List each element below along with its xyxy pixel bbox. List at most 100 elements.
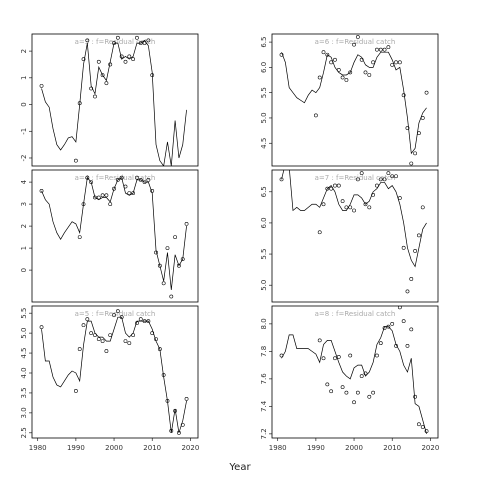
point: [96, 59, 101, 64]
point: [165, 246, 170, 251]
point: [355, 177, 360, 182]
point: [390, 321, 395, 326]
y-tick-label: 8.0: [260, 318, 268, 329]
panel: [271, 305, 439, 439]
point: [127, 341, 132, 345]
y-tick-label: 0: [20, 102, 28, 106]
plot-area: [39, 35, 187, 166]
point: [100, 193, 105, 198]
point: [39, 325, 44, 330]
fitted-line: [281, 170, 427, 268]
point: [371, 390, 376, 395]
point: [378, 47, 383, 52]
point: [73, 158, 78, 163]
point: [367, 73, 372, 77]
point: [93, 94, 97, 99]
point: [313, 113, 318, 118]
point: [115, 177, 120, 182]
fitted-line: [41, 316, 187, 433]
point: [409, 277, 414, 281]
point: [119, 175, 124, 180]
point: [115, 309, 120, 314]
point: [81, 57, 86, 62]
point: [177, 263, 181, 268]
y-tick-label: 5.0: [260, 112, 268, 123]
point: [394, 174, 398, 179]
point: [100, 73, 105, 78]
point: [355, 390, 360, 395]
point: [123, 339, 128, 343]
point: [85, 38, 90, 43]
point: [348, 70, 353, 75]
point: [352, 400, 356, 405]
point: [77, 347, 82, 351]
x-tick-label: 1980: [29, 444, 47, 452]
point: [317, 338, 322, 343]
x-tick-label: 1990: [67, 444, 85, 452]
point: [424, 90, 429, 95]
point: [104, 349, 109, 353]
point: [378, 341, 383, 346]
y-tick-label: 4.5: [260, 138, 268, 149]
y-tick-label: 6.0: [260, 62, 268, 73]
y-tick-label: 4.5: [20, 347, 28, 358]
point: [123, 59, 128, 64]
point: [161, 281, 166, 286]
point: [321, 202, 326, 207]
point: [375, 353, 379, 358]
y-tick-label: 7.4: [260, 400, 268, 412]
point: [417, 422, 421, 427]
y-tick-label: 6.5: [260, 186, 268, 197]
point: [127, 191, 132, 196]
point: [89, 331, 94, 336]
point: [413, 151, 418, 156]
point: [348, 353, 353, 358]
plot-area: [279, 306, 429, 434]
point: [100, 339, 105, 343]
panel: [271, 33, 439, 167]
point: [409, 161, 414, 166]
strip-label: a=6 : f=Residual catch: [315, 38, 396, 46]
point: [39, 188, 44, 193]
point: [409, 327, 414, 332]
point: [405, 126, 410, 130]
point: [96, 337, 101, 341]
fitted-line: [281, 326, 427, 434]
point: [81, 323, 86, 328]
y-tick-label: 7.2: [260, 428, 268, 439]
point: [184, 221, 189, 226]
point: [382, 47, 387, 52]
point: [89, 180, 94, 185]
y-tick-label: 2: [20, 49, 28, 53]
y-tick-label: -1: [20, 128, 28, 135]
point: [104, 193, 109, 198]
y-tick-label: 3.5: [20, 387, 28, 398]
point: [157, 263, 162, 268]
point: [390, 174, 395, 179]
y-tick-label: 7.6: [260, 373, 268, 385]
y-tick-label: 0: [20, 268, 28, 272]
point: [405, 343, 410, 348]
point: [401, 93, 406, 98]
point: [386, 171, 391, 176]
y-tick-label: 5.5: [260, 248, 268, 259]
point: [405, 289, 410, 294]
point: [420, 205, 425, 210]
panel: [271, 169, 439, 303]
point: [127, 54, 132, 59]
point: [325, 382, 330, 387]
x-tick-label: 1980: [269, 444, 287, 452]
point: [336, 183, 341, 188]
y-tick-label: 2: [20, 224, 28, 228]
x-axis-title: Year: [228, 462, 251, 473]
y-tick-label: 5.5: [260, 87, 268, 98]
y-tick-label: 6.5: [260, 37, 268, 48]
point: [333, 183, 337, 188]
point: [173, 235, 178, 240]
x-tick-label: 2010: [383, 444, 401, 452]
point: [131, 191, 136, 196]
point: [317, 75, 322, 80]
plot-area: [39, 175, 189, 299]
point: [352, 42, 356, 47]
